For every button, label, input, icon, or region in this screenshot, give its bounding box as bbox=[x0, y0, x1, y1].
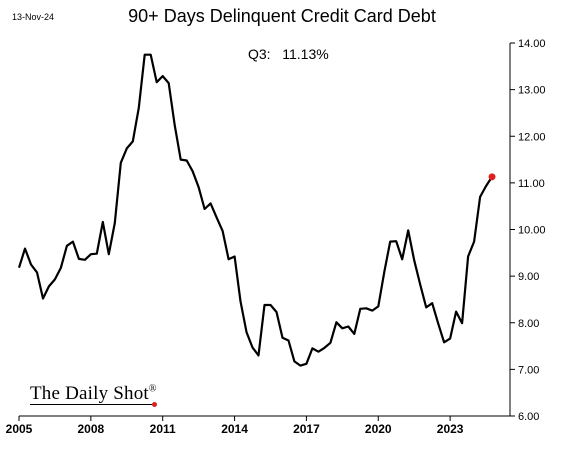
brand-dot bbox=[152, 402, 157, 407]
plot-area bbox=[17, 53, 496, 367]
y-tick-label: 7.00 bbox=[518, 364, 539, 376]
brand-mark: ® bbox=[148, 383, 157, 395]
chart-title: 90+ Days Delinquent Credit Card Debt bbox=[128, 6, 436, 26]
y-tick-label: 8.00 bbox=[518, 318, 539, 330]
series-line bbox=[17, 53, 493, 367]
y-tick-label: 11.00 bbox=[518, 178, 545, 190]
brand-underline bbox=[30, 404, 153, 405]
brand-logo: The Daily Shot® bbox=[30, 383, 157, 405]
report-date: 13-Nov-24 bbox=[12, 12, 55, 22]
y-tick-label: 9.00 bbox=[518, 271, 539, 283]
y-tick-label: 6.00 bbox=[518, 411, 539, 423]
y-tick-label: 10.00 bbox=[518, 225, 546, 237]
x-tick-label: 2017 bbox=[293, 422, 320, 436]
annotation-label: Q3: bbox=[248, 46, 271, 62]
y-tick-label: 14.00 bbox=[518, 38, 546, 50]
chart-axes: 2005 2008 2011 2014 2017 2020 2023 6.00 7.00 8.00… bbox=[6, 38, 546, 436]
y-tick-label: 13.00 bbox=[518, 85, 546, 97]
annotation-value: 11.13% bbox=[282, 46, 329, 62]
x-tick-label: 2014 bbox=[221, 422, 248, 436]
x-tick-label: 2008 bbox=[78, 422, 105, 436]
y-tick-label: 12.00 bbox=[518, 131, 546, 143]
x-tick-label: 2020 bbox=[365, 422, 392, 436]
x-tick-label: 2005 bbox=[6, 422, 33, 436]
latest-value-annotation: Q3: 11.13% bbox=[248, 46, 329, 62]
x-tick-label: 2011 bbox=[150, 422, 176, 436]
latest-point-marker bbox=[488, 173, 496, 181]
brand-name: The Daily Shot bbox=[30, 383, 149, 404]
x-tick-label: 2023 bbox=[437, 422, 464, 436]
